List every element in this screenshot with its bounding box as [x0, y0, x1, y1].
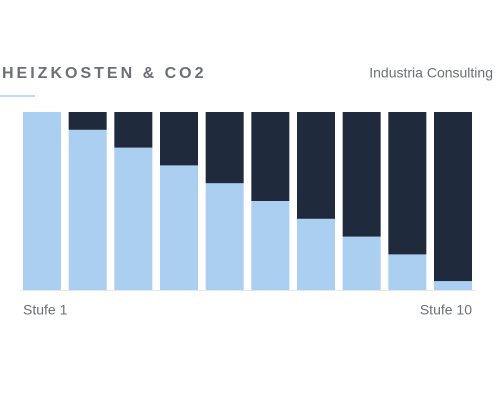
- bar-segment: [114, 112, 153, 148]
- bar-segment: [114, 147, 153, 290]
- bar-segment: [205, 183, 244, 290]
- bar-segment: [297, 112, 335, 219]
- bar-segment: [251, 201, 290, 290]
- bar-segment: [297, 218, 335, 290]
- bar-segment: [342, 236, 381, 290]
- x-tick-label: Stufe 1: [23, 302, 68, 318]
- bar-segment: [342, 112, 381, 237]
- x-tick-label: Stufe 10: [420, 302, 472, 318]
- bar-segment: [388, 254, 427, 290]
- bar-segment: [251, 112, 290, 201]
- chart-subtitle: Industria Consulting: [369, 65, 493, 81]
- bar-segment: [68, 112, 107, 130]
- bar-segment: [160, 112, 198, 166]
- bar-segment: [388, 112, 427, 255]
- bar-segment: [205, 112, 244, 184]
- bar-segment: [160, 165, 198, 290]
- chart-title: HEIZKOSTEN & CO2: [2, 65, 206, 82]
- bar-segment: [434, 112, 472, 282]
- bar-segment: [68, 129, 107, 290]
- bar-segment: [434, 281, 472, 290]
- bar-segment: [23, 112, 61, 290]
